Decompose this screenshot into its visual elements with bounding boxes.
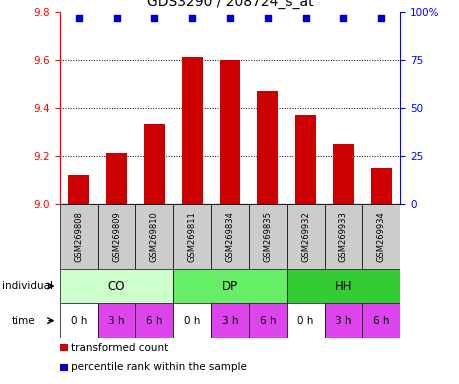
Bar <box>286 269 399 303</box>
Bar <box>144 124 164 204</box>
Bar <box>173 204 211 269</box>
Text: 0 h: 0 h <box>70 316 87 326</box>
Bar <box>60 204 97 269</box>
Bar <box>68 175 89 204</box>
Bar <box>173 303 211 338</box>
Bar <box>362 204 399 269</box>
Point <box>112 15 120 21</box>
Text: transformed count: transformed count <box>71 343 168 353</box>
Point <box>226 15 233 21</box>
Bar <box>370 167 391 204</box>
Point <box>151 15 158 21</box>
Text: 3 h: 3 h <box>221 316 238 326</box>
Text: GSM269809: GSM269809 <box>112 211 121 262</box>
Text: GSM269834: GSM269834 <box>225 211 234 262</box>
Bar <box>60 344 68 351</box>
Text: time: time <box>11 316 35 326</box>
Text: 0 h: 0 h <box>297 316 313 326</box>
Bar <box>97 303 135 338</box>
Text: 3 h: 3 h <box>108 316 124 326</box>
Text: GSM269835: GSM269835 <box>263 211 272 262</box>
Bar <box>181 57 202 204</box>
Point <box>377 15 384 21</box>
Bar <box>135 204 173 269</box>
Bar <box>248 303 286 338</box>
Bar <box>332 144 353 204</box>
Point <box>188 15 196 21</box>
Bar <box>60 303 97 338</box>
Text: GSM269810: GSM269810 <box>150 211 158 262</box>
Title: GDS3290 / 208724_s_at: GDS3290 / 208724_s_at <box>146 0 313 9</box>
Bar <box>135 303 173 338</box>
Bar <box>173 269 286 303</box>
Bar <box>295 115 315 204</box>
Text: 6 h: 6 h <box>372 316 389 326</box>
Bar <box>362 303 399 338</box>
Point <box>301 15 308 21</box>
Bar <box>248 204 286 269</box>
Bar <box>97 204 135 269</box>
Text: CO: CO <box>107 280 125 293</box>
Point <box>263 15 271 21</box>
Text: GSM269808: GSM269808 <box>74 211 83 262</box>
Text: DP: DP <box>221 280 238 293</box>
Bar <box>219 60 240 204</box>
Text: GSM269933: GSM269933 <box>338 211 347 262</box>
Text: 6 h: 6 h <box>146 316 162 326</box>
Text: 6 h: 6 h <box>259 316 275 326</box>
Bar <box>286 303 324 338</box>
Text: individual: individual <box>2 281 53 291</box>
Bar <box>324 303 362 338</box>
Point <box>339 15 347 21</box>
Text: 3 h: 3 h <box>335 316 351 326</box>
Bar <box>106 153 127 204</box>
Text: GSM269932: GSM269932 <box>301 211 309 262</box>
Bar <box>211 303 248 338</box>
Point <box>75 15 82 21</box>
Bar <box>286 204 324 269</box>
Bar <box>60 364 68 371</box>
Text: HH: HH <box>334 280 352 293</box>
Text: GSM269811: GSM269811 <box>187 211 196 262</box>
Bar <box>257 91 278 204</box>
Bar <box>211 204 248 269</box>
Bar <box>324 204 362 269</box>
Text: GSM269934: GSM269934 <box>376 211 385 262</box>
Bar <box>60 269 173 303</box>
Text: percentile rank within the sample: percentile rank within the sample <box>71 362 246 372</box>
Text: 0 h: 0 h <box>184 316 200 326</box>
